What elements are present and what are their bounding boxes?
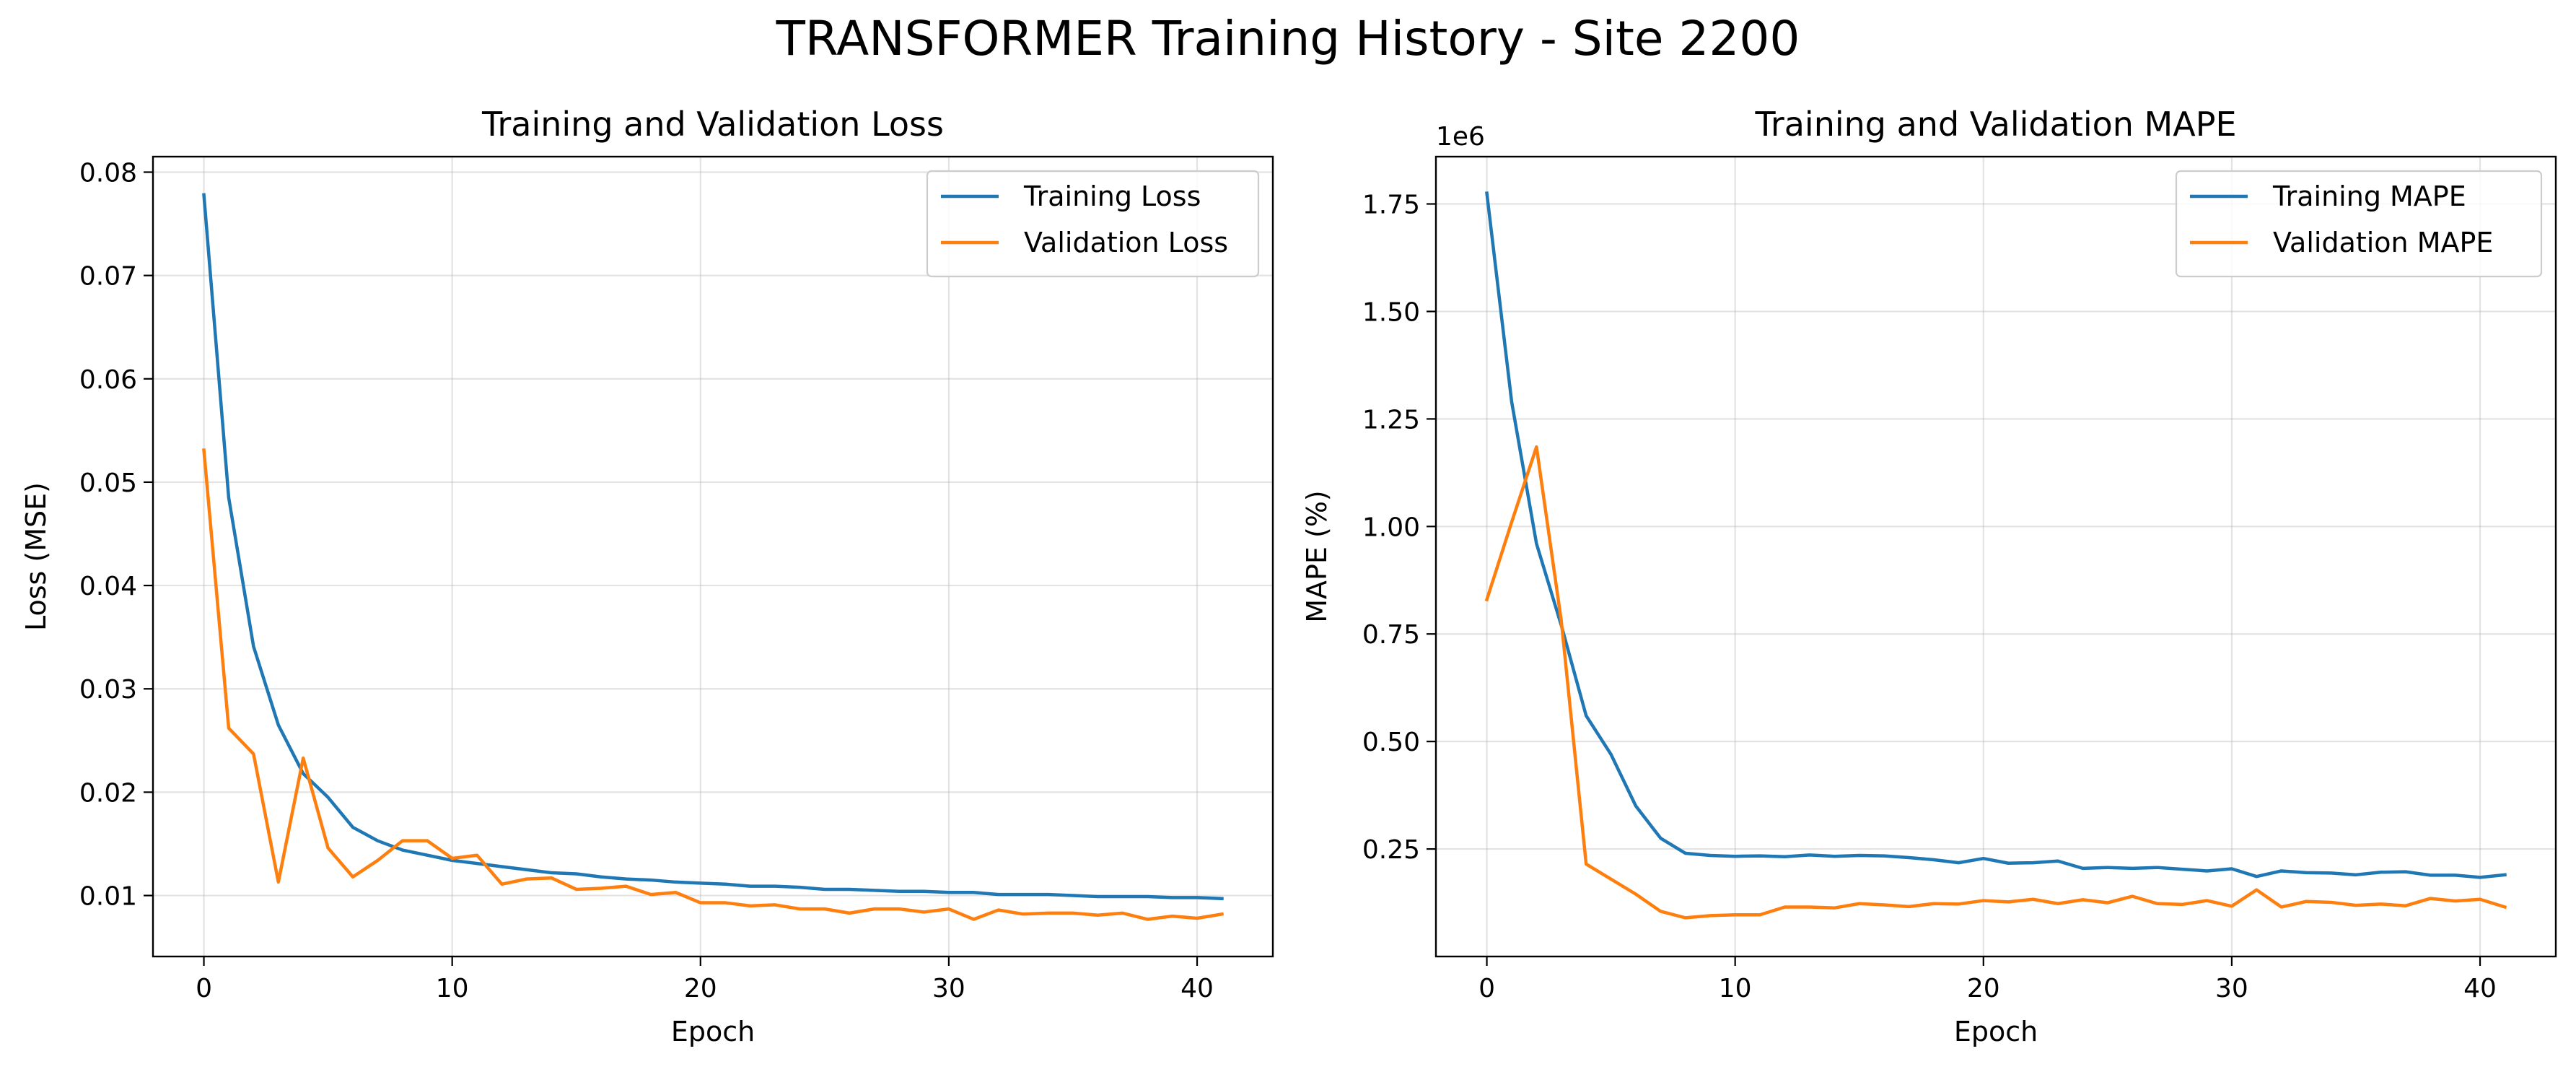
chart2-x-tick-label: 40: [2463, 974, 2497, 1003]
chart2-offset-label: 1e6: [1436, 122, 1485, 152]
chart2-y-tick-label: 0.25: [1362, 835, 1420, 865]
figure-title: TRANSFORMER Training History - Site 2200: [776, 11, 1800, 66]
chart2-axes: 0 10 20 30 40 0.25 0.50 0.75 1.00 1.25 1.50 1.75 1e6…: [1301, 105, 2557, 1047]
chart2-series-training-mape: [1485, 191, 2507, 879]
chart1-y-tick-label: 0.04: [79, 572, 137, 601]
chart2-x-tick-label: 30: [2215, 974, 2248, 1003]
chart1-y-tick-label: 0.03: [79, 675, 137, 705]
chart2-x-tick-label: 10: [1719, 974, 1752, 1003]
chart2-series-validation-mape: [1484, 445, 2507, 920]
chart1-y-axis-label: Loss (MSE): [20, 482, 52, 631]
chart1-x-tick-label: 0: [196, 974, 212, 1003]
chart2-y-axis-label: MAPE (%): [1301, 490, 1333, 623]
chart2-title: Training and Validation MAPE: [1754, 105, 2236, 144]
chart1-y-tick-label: 0.02: [79, 778, 137, 808]
chart2-x-tick-label: 0: [1478, 974, 1495, 1003]
chart1-series-validation-loss: [202, 448, 1225, 921]
chart2-legend-label-training-mape: Training MAPE: [2272, 180, 2466, 212]
chart1-x-tick-label: 30: [932, 974, 965, 1003]
chart1-series-training-loss: [202, 193, 1224, 901]
chart2-y-tick-label: 1.25: [1362, 405, 1420, 435]
chart1-x-tick-label: 40: [1180, 974, 1214, 1003]
chart1-y-tick-label: 0.06: [79, 365, 137, 395]
chart1-legend-label-validation-loss: Validation Loss: [1024, 227, 1228, 258]
chart2-y-tick-label: 1.75: [1362, 191, 1420, 220]
chart1-y-tick-label: 0.05: [79, 469, 137, 498]
chart2-x-axis-label: Epoch: [1954, 1016, 2038, 1047]
chart1-legend-box: [926, 170, 1260, 278]
chart1-x-tick-label: 10: [436, 974, 469, 1003]
chart2-x-tick-label: 20: [1967, 974, 2000, 1003]
chart2-plot-frame: [1434, 155, 2557, 958]
chart2-y-tick-label: 1.50: [1362, 297, 1420, 327]
chart1-y-tick-label: 0.08: [79, 158, 137, 188]
chart1-x-tick-label: 20: [684, 974, 717, 1003]
chart2-legend: Training MAPE Validation MAPE: [2175, 170, 2543, 278]
chart1-x-axis-label: Epoch: [671, 1016, 755, 1047]
chart2-y-tick-label: 1.00: [1362, 513, 1420, 542]
chart1-legend-label-training-loss: Training Loss: [1023, 180, 1201, 212]
chart1-axes: 0 10 20 30 40 0.01 0.02 0.03 0.04 0.05 0.06 0.07 0.0…: [20, 105, 1274, 1047]
chart2-y-tick-label: 0.75: [1362, 620, 1420, 650]
chart1-y-tick-label: 0.07: [79, 262, 137, 292]
chart2-legend-label-validation-mape: Validation MAPE: [2273, 227, 2493, 258]
chart2-legend-box: [2175, 170, 2543, 278]
chart1-legend: Training Loss Validation Loss: [926, 170, 1260, 278]
chart1-title: Training and Validation Loss: [481, 105, 944, 144]
chart1-y-tick-label: 0.01: [79, 882, 137, 912]
chart1-plot-frame: [152, 155, 1274, 958]
chart2-y-tick-label: 0.50: [1362, 728, 1420, 757]
